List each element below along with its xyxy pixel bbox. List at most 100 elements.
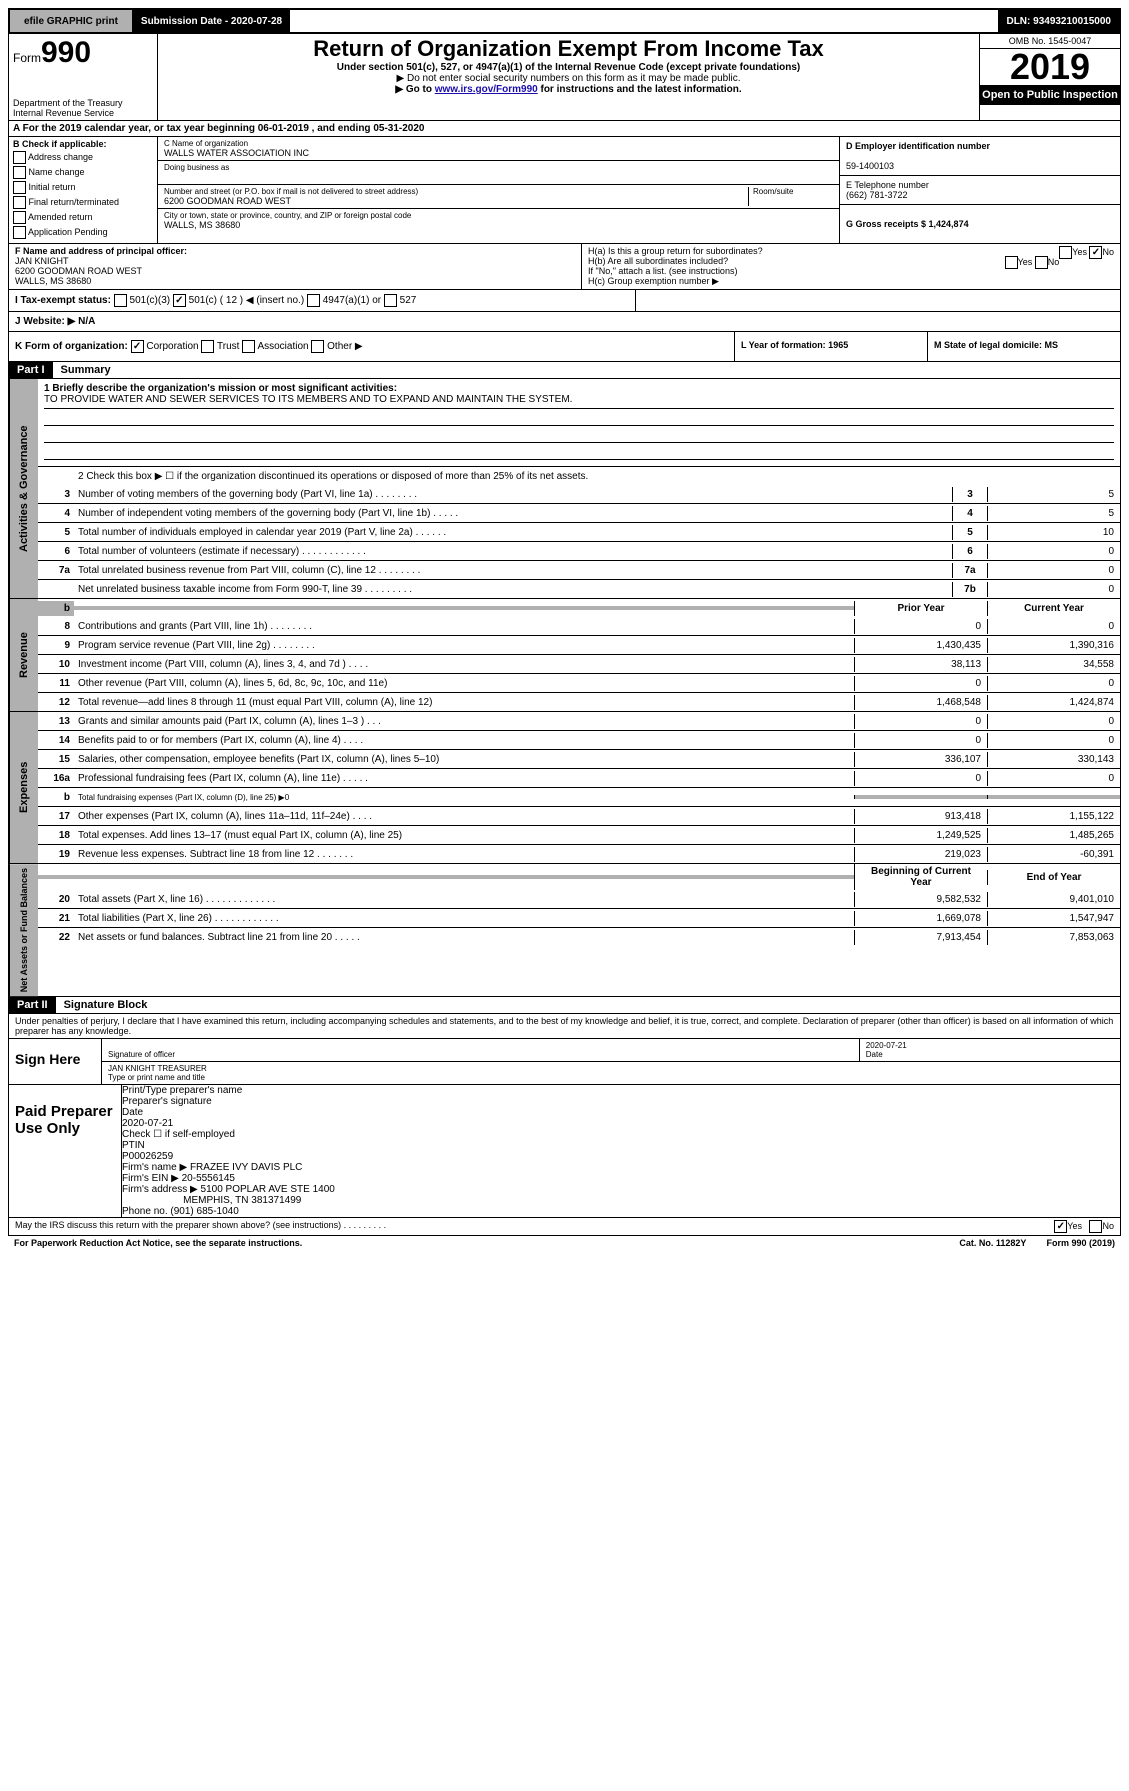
discuss-question: May the IRS discuss this return with the… [15,1220,386,1233]
chk-address-change[interactable]: Address change [13,151,153,164]
firm-ein: 20-5556145 [182,1173,235,1184]
sig-date-label: Date [866,1050,883,1059]
efile-graphic-link[interactable]: efile GRAPHIC print [10,10,133,32]
table-row: 3Number of voting members of the governi… [38,485,1120,503]
ein-value: 59-1400103 [846,161,894,171]
chk-corporation[interactable]: Corporation [146,341,198,352]
section-bcd: B Check if applicable: Address change Na… [8,137,1121,244]
part1-header: Part I Summary [8,362,1121,379]
line2-text: 2 Check this box ▶ ☐ if the organization… [74,469,1120,484]
footer-row: For Paperwork Reduction Act Notice, see … [8,1236,1121,1250]
firm-addr-label: Firm's address ▶ [122,1184,198,1195]
chk-other[interactable]: Other ▶ [327,341,362,352]
table-row: 12Total revenue—add lines 8 through 11 (… [38,692,1120,711]
tax-year: 2019 [980,49,1120,85]
dba-label: Doing business as [164,163,833,172]
discuss-row: May the IRS discuss this return with the… [8,1218,1121,1236]
ha-question: H(a) Is this a group return for subordin… [588,246,1114,256]
section-net-assets: Net Assets or Fund Balances Beginning of… [8,864,1121,997]
mission-text: TO PROVIDE WATER AND SEWER SERVICES TO I… [44,394,1114,409]
form-label: Form [13,51,41,65]
phone-value: (662) 781-3722 [846,190,908,200]
submission-date-label: Submission Date - 2020-07-28 [133,10,290,32]
perjury-declaration: Under penalties of perjury, I declare th… [9,1014,1120,1038]
form-subtitle-3: ▶ Go to www.irs.gov/Form990 for instruct… [164,84,973,95]
vlabel-net-assets: Net Assets or Fund Balances [9,864,38,996]
vlabel-revenue: Revenue [9,599,38,711]
vlabel-governance: Activities & Governance [9,379,38,598]
section-governance: Activities & Governance 1 Briefly descri… [8,379,1121,599]
sign-here-block: Sign Here Signature of officer 2020-07-2… [9,1038,1120,1084]
sign-here-label: Sign Here [9,1039,102,1084]
firm-phone: (901) 685-1040 [170,1206,238,1217]
paid-preparer-label: Paid Preparer Use Only [9,1085,122,1217]
discuss-yes[interactable]: Yes [1067,1221,1082,1231]
c-name-label: C Name of organization [164,139,833,148]
room-suite-label: Room/suite [748,187,833,206]
org-name: WALLS WATER ASSOCIATION INC [164,148,833,158]
chk-501c3[interactable]: 501(c)(3) [130,295,171,306]
f-label: F Name and address of principal officer: [15,246,187,256]
irs-link[interactable]: www.irs.gov/Form990 [435,84,538,95]
sig-date: 2020-07-21 [866,1041,907,1050]
form-subtitle-2: ▶ Do not enter social security numbers o… [164,73,973,84]
b-label: B Check if applicable: [13,139,153,149]
row-fh: F Name and address of principal officer:… [8,244,1121,290]
chk-amended[interactable]: Amended return [13,211,153,224]
officer-name: JAN KNIGHT [15,256,69,266]
self-employed-check[interactable]: Check ☐ if self-employed [122,1129,235,1140]
dln-label: DLN: 93493210015000 [998,10,1119,32]
firm-addr2: MEMPHIS, TN 381371499 [183,1195,301,1206]
preparer-sig-label: Preparer's signature [122,1096,212,1107]
signature-section: Under penalties of perjury, I declare th… [8,1014,1121,1218]
ptin-label: PTIN [122,1140,145,1151]
part2-header: Part II Signature Block [8,997,1121,1014]
officer-sig-name-label: Type or print name and title [108,1073,205,1082]
firm-name: FRAZEE IVY DAVIS PLC [190,1162,302,1173]
chk-application-pending[interactable]: Application Pending [13,226,153,239]
end-year-hdr: End of Year [987,870,1120,885]
row-i-tax-exempt: I Tax-exempt status: 501(c)(3) ✓ 501(c) … [8,290,1121,312]
chk-final-return[interactable]: Final return/terminated [13,196,153,209]
table-row: Net unrelated business taxable income fr… [38,579,1120,598]
efile-top-bar: efile GRAPHIC print Submission Date - 20… [8,8,1121,34]
table-row: 10Investment income (Part VIII, column (… [38,654,1120,673]
table-row: 17Other expenses (Part IX, column (A), l… [38,806,1120,825]
table-row: 14Benefits paid to or for members (Part … [38,730,1120,749]
table-row: 9Program service revenue (Part VIII, lin… [38,635,1120,654]
form-header: Form990 Department of the Treasury Inter… [8,34,1121,121]
j-label: J Website: ▶ [15,316,75,327]
row-a-taxyear: A For the 2019 calendar year, or tax yea… [8,121,1121,137]
table-row: 7aTotal unrelated business revenue from … [38,560,1120,579]
prep-date: 2020-07-21 [122,1118,173,1129]
table-row: 19Revenue less expenses. Subtract line 1… [38,844,1120,863]
firm-name-label: Firm's name ▶ [122,1162,187,1173]
table-row: bTotal fundraising expenses (Part IX, co… [38,787,1120,806]
city-label: City or town, state or province, country… [164,211,833,220]
table-row: 16aProfessional fundraising fees (Part I… [38,768,1120,787]
chk-initial-return[interactable]: Initial return [13,181,153,194]
gross-receipts: G Gross receipts $ 1,424,874 [846,219,969,229]
open-to-public: Open to Public Inspection [980,85,1120,105]
paid-preparer-block: Paid Preparer Use Only Print/Type prepar… [9,1084,1120,1217]
chk-501c[interactable]: 501(c) ( 12 ) ◀ (insert no.) [189,295,305,306]
year-formation: L Year of formation: 1965 [741,340,848,350]
goto-suffix: for instructions and the latest informat… [538,84,742,95]
table-row: 21Total liabilities (Part X, line 26) . … [38,908,1120,927]
table-row: 4Number of independent voting members of… [38,503,1120,522]
form-title: Return of Organization Exempt From Incom… [164,36,973,62]
row-klm: K Form of organization: ✓ Corporation Tr… [8,332,1121,362]
discuss-no[interactable]: No [1102,1221,1114,1231]
officer-sig-name: JAN KNIGHT TREASURER [108,1064,207,1073]
dept-treasury: Department of the Treasury [13,98,153,108]
chk-527[interactable]: 527 [400,295,417,306]
chk-association[interactable]: Association [257,341,308,352]
form-footer: Form 990 (2019) [1046,1238,1115,1248]
chk-4947[interactable]: 4947(a)(1) or [323,295,381,306]
chk-trust[interactable]: Trust [217,341,239,352]
goto-prefix: ▶ Go to [395,84,434,95]
website-value: N/A [78,316,95,327]
chk-name-change[interactable]: Name change [13,166,153,179]
form-subtitle-1: Under section 501(c), 527, or 4947(a)(1)… [164,62,973,73]
table-row: 15Salaries, other compensation, employee… [38,749,1120,768]
